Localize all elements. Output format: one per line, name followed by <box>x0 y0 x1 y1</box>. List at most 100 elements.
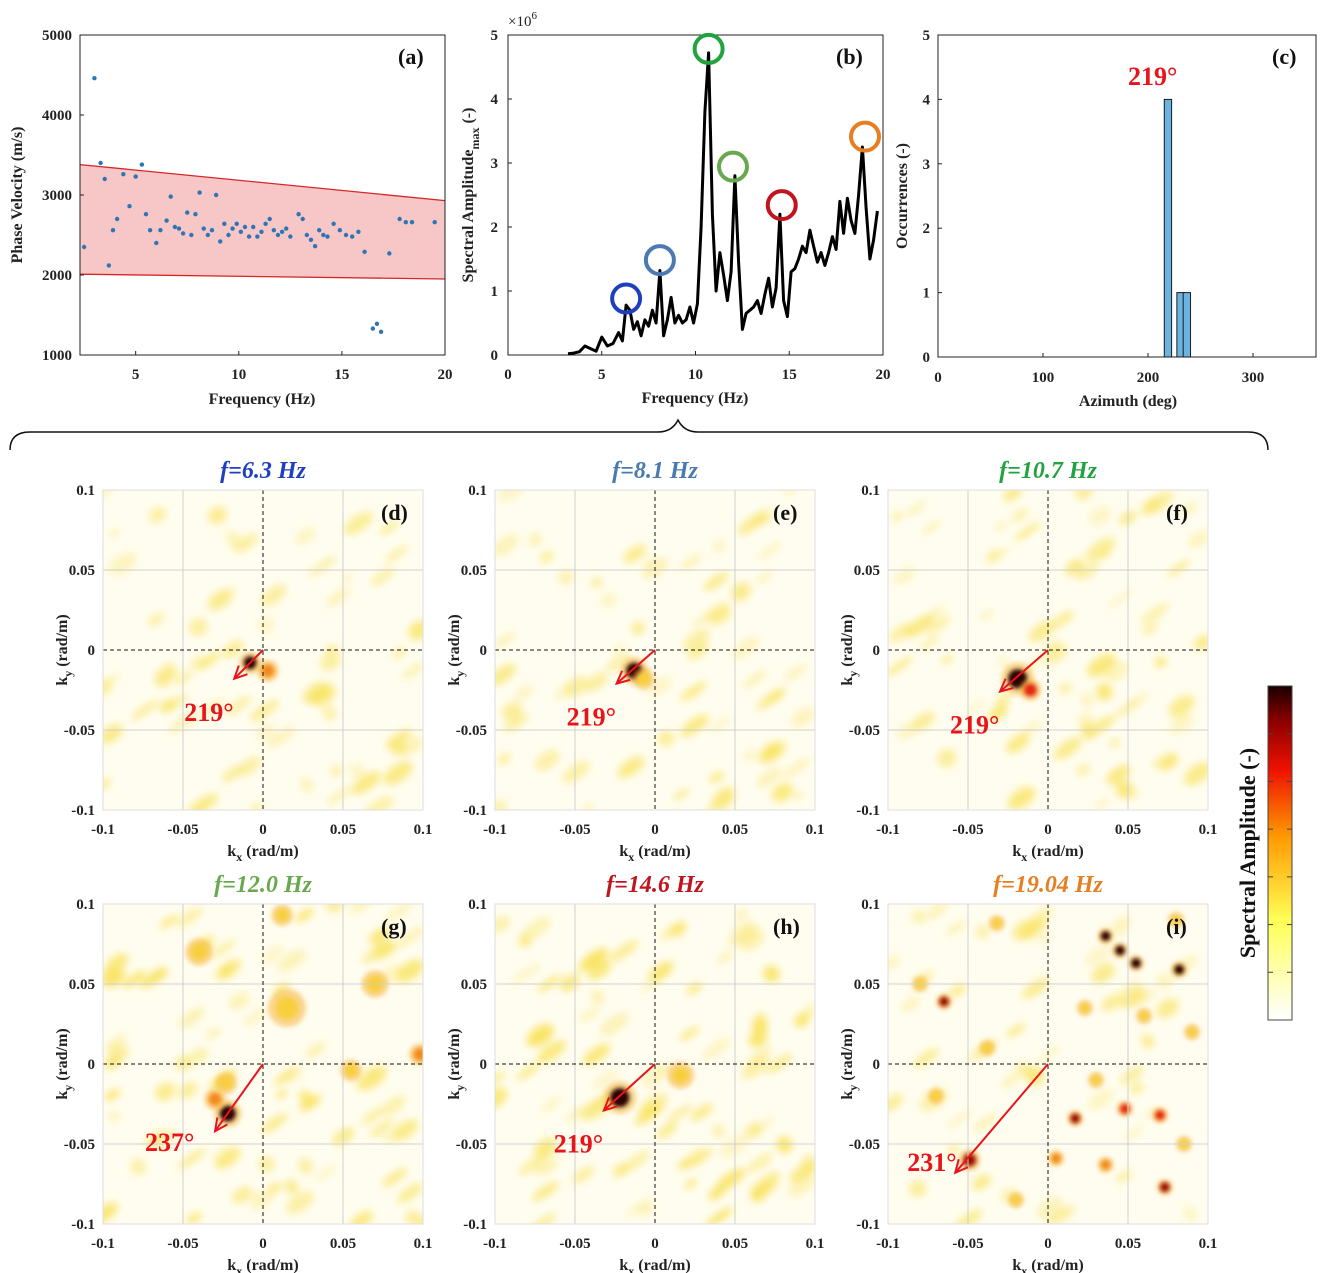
spectral-blob <box>888 1093 904 1113</box>
spectral-blob <box>680 553 703 571</box>
y-tick-label: -0.1 <box>463 1217 487 1233</box>
spectral-blob <box>1011 508 1029 523</box>
x-tick-label: 0 <box>504 367 512 383</box>
azimuth-arrow-head <box>998 678 1014 694</box>
x-tick-label: -0.05 <box>952 1236 983 1252</box>
spectral-blob <box>1168 695 1195 717</box>
ky-axis-label: ky (rad/m) <box>839 1028 860 1099</box>
spectral-blob <box>190 655 207 672</box>
spectral-blob <box>751 1018 768 1035</box>
y-tick-label: 0.05 <box>461 563 487 579</box>
kx-axis-label: kx (rad/m) <box>619 1257 690 1273</box>
heatmap-grid <box>103 904 423 1224</box>
axis-subscript: y <box>61 1085 75 1091</box>
spectral-blob <box>709 771 724 784</box>
spectral-peak <box>1091 1075 1101 1085</box>
panel-title: f=12.0 Hz <box>214 872 312 898</box>
spectral-blob <box>514 685 534 701</box>
band-upper-line <box>79 163 446 202</box>
data-point <box>222 221 227 226</box>
spectral-blob <box>919 635 940 651</box>
panel-a-phase-velocity: 5 10 15 20 1000 2000 3000 4000 5000 (a) Frequenc… <box>9 28 453 408</box>
spectral-blob <box>309 555 337 577</box>
data-point <box>213 192 219 198</box>
spectral-blob <box>1006 1022 1026 1038</box>
heatmap-frame <box>887 903 1209 1225</box>
spectral-blob <box>305 1042 326 1059</box>
peak-marker-circle <box>717 150 749 183</box>
azimuth-arrow-head <box>602 1097 618 1112</box>
spectral-blob <box>534 1138 557 1159</box>
y-tick-label: 3000 <box>42 188 72 204</box>
spectral-blob <box>1022 977 1050 999</box>
peak-marker-circle <box>610 282 643 315</box>
axis-symbol: k <box>839 1091 856 1100</box>
spectral-blob <box>214 1147 242 1170</box>
data-point <box>201 226 206 231</box>
x-tick-label: 0 <box>259 822 267 838</box>
spectral-blob <box>1106 764 1131 785</box>
x-tick-label: 0.05 <box>722 822 748 838</box>
spectral-blob <box>1088 505 1112 526</box>
velocity-band <box>80 164 445 279</box>
spectral-blob <box>941 654 954 665</box>
spectral-blob <box>631 621 645 635</box>
spectral-blob <box>592 1069 619 1090</box>
spectral-blob <box>159 915 178 929</box>
spectral-blob <box>751 1171 780 1194</box>
spectral-blob <box>904 614 934 638</box>
y-tick-label: 0.05 <box>854 977 880 993</box>
azimuth-arrow-head <box>213 1117 228 1134</box>
spectral-blob <box>985 547 1009 565</box>
spectral-blob <box>497 753 511 765</box>
spectral-blob <box>495 800 507 810</box>
spectral-blob <box>177 1148 206 1170</box>
spectral-blob <box>643 557 655 568</box>
azimuth-arrow-shaft <box>954 1063 1049 1174</box>
spectral-peak <box>1120 1104 1130 1114</box>
spectral-blob <box>231 1186 253 1204</box>
spectral-blob <box>647 676 673 697</box>
spectral-blob <box>748 1116 776 1137</box>
spectral-blob <box>249 1188 274 1210</box>
spectral-blob <box>948 983 966 998</box>
spectral-blob <box>197 698 225 719</box>
spectral-peak <box>982 1043 992 1053</box>
spectral-blob <box>764 743 780 758</box>
spectral-blob <box>369 1119 395 1138</box>
azimuth-label: 219° <box>184 698 233 727</box>
x-tick-label: -0.05 <box>559 822 590 838</box>
spectral-blob <box>732 636 761 659</box>
data-point <box>275 232 281 238</box>
spectral-blob <box>320 652 342 671</box>
spectral-blob <box>623 544 647 564</box>
y-tick-label: 2000 <box>42 268 72 284</box>
spectral-blob <box>527 1024 554 1047</box>
spectral-blob <box>672 788 690 801</box>
azimuth-arrow-head <box>614 670 631 686</box>
y-tick-label: -0.05 <box>456 1137 487 1153</box>
spectral-blob <box>190 1047 209 1065</box>
y-tick-label: 4 <box>491 92 499 108</box>
spectral-blob <box>405 1210 420 1224</box>
spectral-blob <box>221 765 244 783</box>
data-point <box>180 231 186 236</box>
axis-subscript: y <box>453 1085 467 1091</box>
spectral-blob <box>103 724 123 744</box>
axis-subscript: y <box>846 1085 860 1091</box>
spectral-blob <box>888 656 913 677</box>
spectral-blob <box>257 616 275 634</box>
spectral-blob <box>741 1056 771 1079</box>
x-tick-label: 15 <box>782 367 797 383</box>
spectral-blob <box>104 1033 127 1050</box>
spectral-blob <box>763 965 780 983</box>
spectral-blob <box>679 1026 699 1041</box>
spectral-blob <box>745 1046 773 1066</box>
spectral-blob <box>537 974 562 993</box>
spectral-blob <box>314 1164 338 1182</box>
spectral-blob <box>360 1107 384 1126</box>
spectral-blob <box>326 786 353 806</box>
panel-a-label: (a) <box>398 44 424 69</box>
spectral-blob <box>383 761 413 785</box>
x-tick-label: 0 <box>651 1236 659 1252</box>
